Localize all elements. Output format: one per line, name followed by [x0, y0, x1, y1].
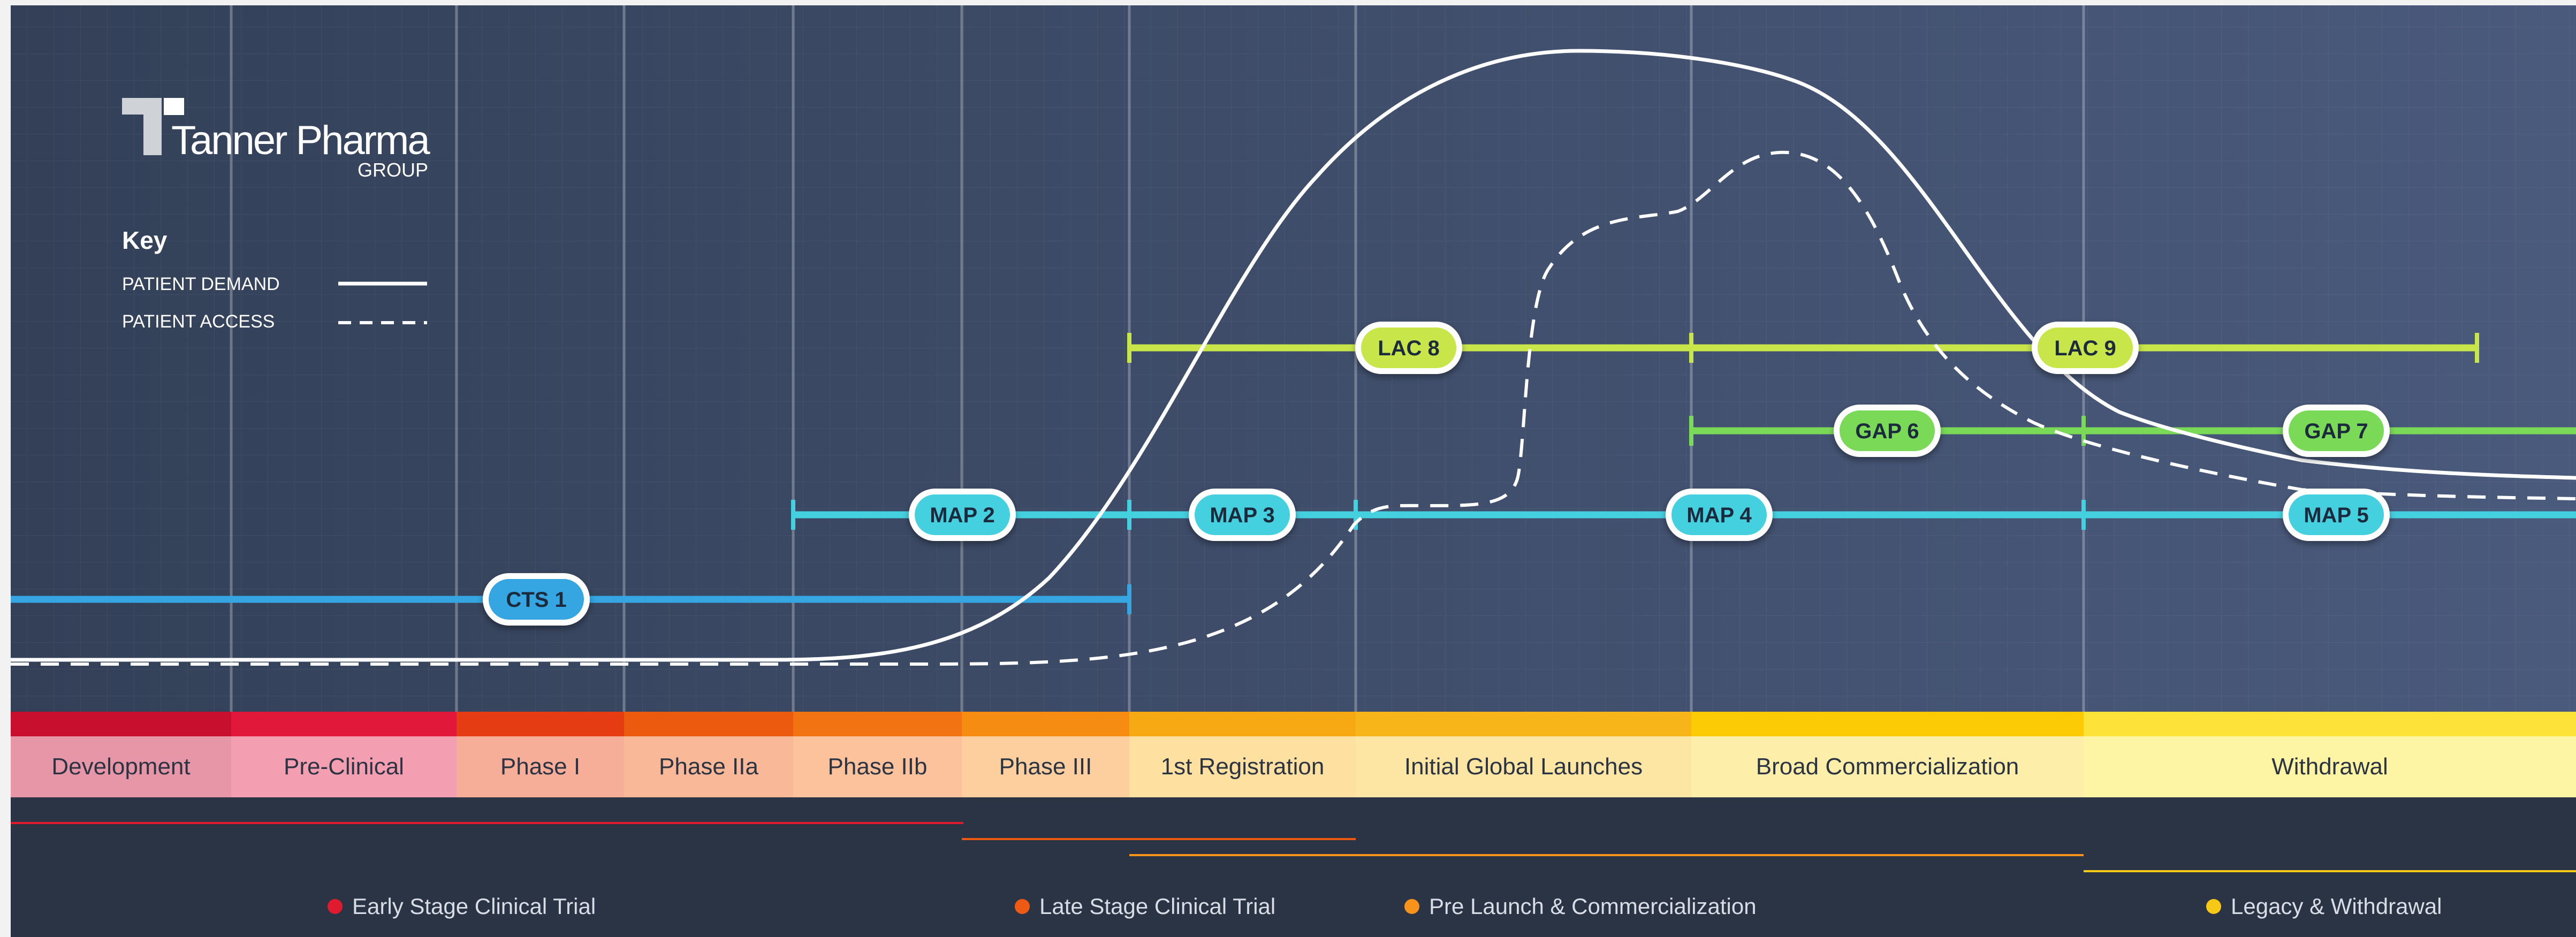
phase-label-initial-global-launches: Initial Global Launches [1404, 753, 1643, 780]
legend-dot-icon [2206, 899, 2221, 914]
key-title: Key [122, 226, 168, 254]
phase-cell [2084, 736, 2576, 797]
program-pill-map-4: MAP 4 [1666, 489, 1773, 541]
stage-legend: Early Stage Clinical Trial Late Stage Cli… [328, 894, 2442, 919]
tanner-logo-icon [122, 98, 184, 155]
brand-sub: GROUP [358, 159, 428, 181]
phase-cell [1356, 736, 1691, 797]
phase-label-development: Development [51, 753, 190, 780]
phase-color-band [457, 712, 624, 736]
program-pill-gap-6: GAP 6 [1834, 405, 1941, 457]
phase-cell [1691, 736, 2084, 797]
program-pill-label: GAP 7 [2304, 420, 2368, 443]
program-pill-label: MAP 5 [2304, 504, 2369, 527]
legend-label: Pre Launch & Commercialization [1429, 894, 1757, 919]
phase-label-1st-registration: 1st Registration [1161, 753, 1325, 780]
phase-label-broad-commercialization: Broad Commercialization [1756, 753, 2019, 780]
lac-bar [1127, 333, 2479, 363]
program-pill-label: MAP 4 [1686, 504, 1752, 527]
program-pill-label: MAP 3 [1210, 504, 1275, 527]
legend-item-early-stage-clinical-trial: Early Stage Clinical Trial [328, 894, 596, 919]
phase-color-band [624, 712, 793, 736]
phase-color-band [1356, 712, 1691, 736]
program-pill-label: LAC 8 [1378, 337, 1440, 360]
program-pill-lac-8: LAC 8 [1355, 322, 1462, 374]
brand-logo: Tanner Pharma GROUP [122, 98, 432, 181]
lower-panel [11, 797, 2576, 937]
program-pill-label: LAC 9 [2054, 337, 2116, 360]
legend-item-late-stage-clinical-trial: Late Stage Clinical Trial [1015, 894, 1275, 919]
upper-grid [11, 5, 2576, 712]
phase-label-phase-i: Phase I [500, 753, 580, 780]
program-pills: CTS 1 MAP 2 MAP 3 MAP 4 MAP 5 GAP 6 GAP 7 LAC 8… [483, 322, 2390, 626]
patient-access-curve [11, 150, 2576, 666]
program-pill-label: GAP 6 [1855, 420, 1919, 443]
program-pill-gap-7: GAP 7 [2283, 405, 2390, 457]
phase-cell [962, 736, 1129, 797]
phase-color-band [11, 712, 231, 736]
phase-label-phase-iia: Phase IIa [659, 753, 758, 780]
key-box: Key PATIENT DEMAND PATIENT ACCESS [122, 226, 427, 332]
program-pill-label: CTS 1 [506, 588, 566, 612]
key-demand-label: PATIENT DEMAND [122, 274, 280, 294]
phase-label-phase-iib: Phase IIb [828, 753, 928, 780]
phase-cell [457, 736, 624, 797]
legend-item-legacy-withdrawal: Legacy & Withdrawal [2206, 894, 2442, 919]
patient-demand-curve [11, 49, 2576, 662]
phase-color-band [2084, 712, 2576, 736]
legend-label: Late Stage Clinical Trial [1039, 894, 1275, 919]
legend-dot-icon [1404, 899, 1419, 914]
phase-color-band [1129, 712, 1356, 736]
phase-label-phase-iii: Phase III [999, 753, 1092, 780]
program-pill-map-3: MAP 3 [1189, 489, 1296, 541]
phase-cell [624, 736, 793, 797]
phase-label-pre-clinical: Pre-Clinical [284, 753, 404, 780]
phase-cell [1129, 736, 1356, 797]
phase-label-withdrawal: Withdrawal [2271, 753, 2388, 780]
legend-label: Legacy & Withdrawal [2231, 894, 2442, 919]
phase-color-band [793, 712, 962, 736]
phase-color-band [1691, 712, 2084, 736]
legend-item-pre-launch-commercialization: Pre Launch & Commercialization [1404, 894, 1757, 919]
program-pill-cts-1: CTS 1 [483, 573, 590, 626]
program-pill-lac-9: LAC 9 [2032, 322, 2139, 374]
legend-dot-icon [328, 899, 343, 914]
program-pill-map-5: MAP 5 [2283, 489, 2390, 541]
brand-name: Tanner Pharma [171, 118, 430, 163]
phase-cell [231, 736, 457, 797]
legend-dot-icon [1015, 899, 1030, 914]
phase-band: Development Pre-Clinical Phase I Phase IIa P… [11, 712, 2576, 797]
phase-cell [793, 736, 962, 797]
phase-color-band [962, 712, 1129, 736]
legend-label: Early Stage Clinical Trial [352, 894, 596, 919]
phase-color-band [231, 712, 457, 736]
phase-cell [11, 736, 231, 797]
program-pill-label: MAP 2 [930, 504, 995, 527]
program-pill-map-2: MAP 2 [909, 489, 1016, 541]
key-access-label: PATIENT ACCESS [122, 311, 275, 332]
